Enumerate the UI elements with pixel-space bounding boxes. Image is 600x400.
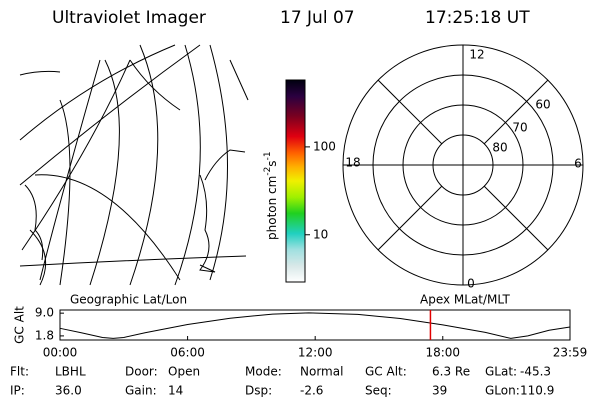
colorbar-tick-label: 100 [313,139,336,153]
field-value: Open [168,365,200,379]
y-tick-label: 1.8 [35,328,54,342]
x-tick-label: 12:00 [298,346,333,360]
field-value: 110.9 [520,384,554,398]
polar-label: Apex MLat/MLT [420,293,510,307]
x-tick-label: 06:00 [170,346,205,360]
polar-grid [342,44,584,286]
colorbar-label: photon cm-2s-1 [263,151,279,240]
colorbar-ticks: 100 10 [305,139,336,241]
unit: s [265,160,279,166]
field-value: 14 [168,384,183,398]
field-label: Dsp: [245,384,272,398]
date: 17 Jul 07 [280,8,355,28]
unit: photon cm [265,176,279,240]
y-tick-label: 9.0 [35,306,54,320]
field-label: Door: [125,365,158,379]
time: 17:25:18 UT [425,8,530,28]
field-value: Normal [300,365,343,379]
field-value: 39 [432,384,447,398]
exp: -1 [263,151,273,160]
field-value: 36.0 [55,384,82,398]
map-label: Geographic Lat/Lon [70,293,187,307]
colorbar [285,79,306,283]
map [19,44,249,286]
mlt-label: 18 [345,156,360,170]
mlt-label: 6 [574,157,582,171]
x-tick-label: 18:00 [425,346,460,360]
x-tick-label: 00:00 [43,346,78,360]
colorbar-tick-label: 10 [313,227,328,241]
exp: -2 [263,167,273,176]
field-value: 6.3 Re [432,365,470,379]
field-value: -2.6 [300,384,323,398]
field-value: -45.3 [520,365,551,379]
field-value: LBHL [55,365,86,379]
field-label: Gain: [125,384,157,398]
field-label: IP: [10,384,25,398]
x-tick-label: 23:59 [553,346,588,360]
plot-frame [59,309,571,341]
lat-label: 80 [492,141,507,155]
field-label: GC Alt: [365,365,407,379]
field-label: GLat: [485,365,517,379]
field-label: Flt: [10,365,29,379]
lat-label: 70 [512,121,527,135]
lat-label: 60 [535,98,550,112]
field-label: GLon: [485,384,520,398]
altitude-line [59,312,571,339]
field-label: Seq: [365,384,392,398]
y-axis-label: GC Alt [13,306,27,344]
instrument: Ultraviolet Imager [52,8,206,28]
mlt-label: 12 [469,48,484,62]
footer: Flt: LBHL Door: Open Mode: Normal GC Alt: 6.3 R… [10,365,554,398]
plot: 00:00 06:00 12:00 18:00 23:59 9.0 1.8 [35,306,587,360]
mlt-label: 0 [467,277,475,291]
field-label: Mode: [245,365,282,379]
